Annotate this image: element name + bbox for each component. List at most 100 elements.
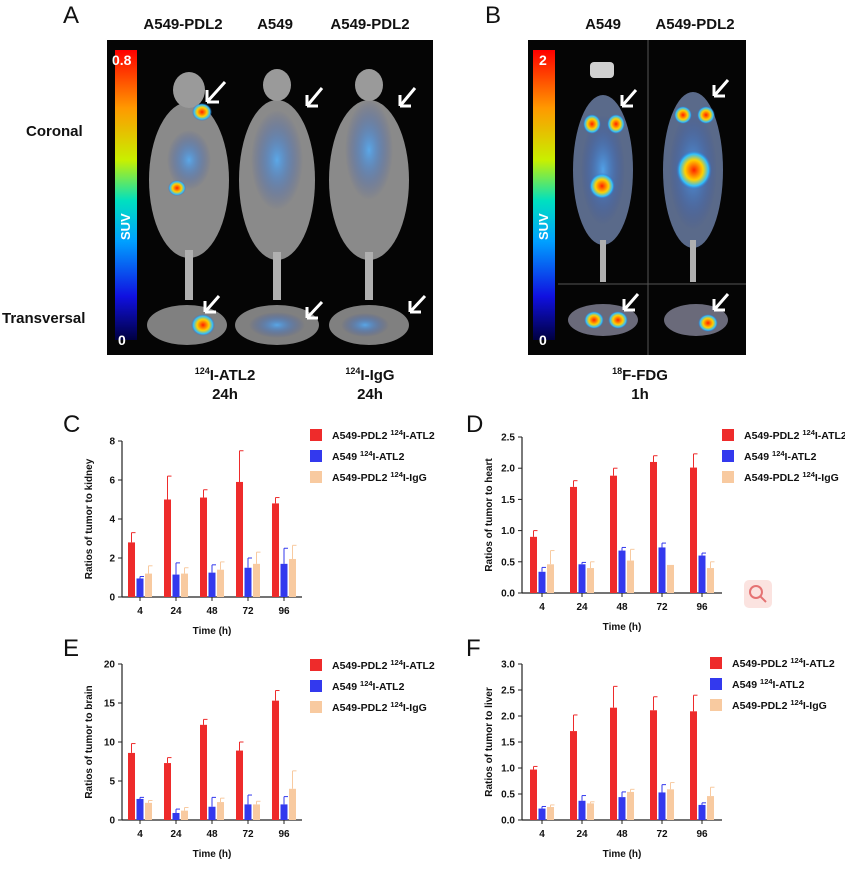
bar <box>236 750 243 820</box>
bar <box>667 564 674 593</box>
legend-label: A549 124I-ATL2 <box>332 679 405 693</box>
bar <box>244 567 252 597</box>
bar <box>570 731 577 820</box>
bar <box>547 564 554 593</box>
bar <box>667 789 674 820</box>
panel-a-letter: A <box>63 2 80 29</box>
bar <box>289 558 296 597</box>
panel-b-tracer: 18F-FDG 1h <box>612 366 668 403</box>
panel-a-tracer-1: 124I-ATL2 24h <box>194 366 256 403</box>
bar <box>690 467 697 593</box>
panel-a-scale-min: 0 <box>118 332 126 348</box>
legend-label: A549-PDL2 124I-ATL2 <box>332 428 435 442</box>
bar <box>181 810 188 820</box>
bar <box>530 769 537 820</box>
bar <box>618 550 626 593</box>
x-axis-title: Time (h) <box>603 849 642 860</box>
legend-swatch <box>710 678 722 690</box>
bar <box>707 568 714 593</box>
bar <box>690 711 697 820</box>
y-tick-label: 0.0 <box>501 816 515 827</box>
x-axis-title: Time (h) <box>603 622 642 633</box>
legend-swatch <box>722 471 734 483</box>
bar <box>570 486 577 593</box>
bar <box>244 804 252 820</box>
legend-label: A549 124I-ATL2 <box>332 449 405 463</box>
y-tick-label: 0 <box>109 816 115 827</box>
row-label-transversal: Transversal <box>2 310 86 327</box>
y-axis-title: Ratios of tumor to brain <box>84 685 95 798</box>
zoom-search-button[interactable] <box>744 580 772 608</box>
bar <box>658 547 666 593</box>
x-tick-label: 96 <box>696 829 708 840</box>
x-tick-label: 72 <box>242 829 254 840</box>
panel-b-scale-min: 0 <box>539 332 547 348</box>
bar <box>136 798 144 820</box>
y-tick-label: 0.5 <box>501 790 515 801</box>
y-tick-label: 2.0 <box>501 712 515 723</box>
x-tick-label: 24 <box>576 829 588 840</box>
legend-swatch <box>310 450 322 462</box>
y-axis-title: Ratios of tumor to heart <box>484 458 495 572</box>
x-tick-label: 72 <box>656 602 668 613</box>
x-tick-label: 4 <box>539 829 545 840</box>
y-tick-label: 1.0 <box>501 526 515 537</box>
legend-swatch <box>722 429 734 441</box>
x-axis-title: Time (h) <box>193 849 232 860</box>
panel-b-col-2: A549-PDL2 <box>655 16 735 33</box>
bar <box>627 560 634 593</box>
row-label-coronal: Coronal <box>26 123 83 140</box>
bar <box>610 475 617 593</box>
legend-swatch <box>310 659 322 671</box>
y-tick-label: 1.5 <box>501 738 515 749</box>
x-tick-label: 4 <box>137 606 143 617</box>
x-tick-label: 24 <box>576 602 588 613</box>
bar <box>587 568 594 593</box>
y-tick-label: 10 <box>104 738 116 749</box>
chart-letter: F <box>466 635 481 662</box>
legend-label: A549-PDL2 124I-IgG <box>332 470 427 484</box>
bar <box>707 796 714 820</box>
x-axis-title: Time (h) <box>193 626 232 637</box>
bar <box>289 788 296 820</box>
y-tick-label: 15 <box>104 699 116 710</box>
bar <box>650 710 657 820</box>
bar <box>650 461 657 593</box>
y-tick-label: 8 <box>109 437 115 448</box>
chart-letter: D <box>466 411 483 438</box>
y-tick-label: 4 <box>109 515 115 526</box>
y-tick-label: 2.5 <box>501 433 515 444</box>
bar <box>547 807 554 820</box>
bar <box>698 555 706 593</box>
bar <box>164 499 171 597</box>
panel-a-pet-image: 0.8 0 SUV <box>107 40 433 355</box>
legend-label: A549-PDL2 124I-IgG <box>744 470 839 484</box>
bar <box>145 573 152 597</box>
bar <box>272 700 279 820</box>
legend-label: A549-PDL2 124I-ATL2 <box>332 658 435 672</box>
y-axis-title: Ratios of tumor to liver <box>484 687 495 797</box>
bar <box>181 573 188 597</box>
legend-label: A549-PDL2 124I-ATL2 <box>732 656 835 670</box>
y-tick-label: 1.0 <box>501 764 515 775</box>
x-tick-label: 48 <box>206 606 218 617</box>
bar <box>172 812 180 820</box>
bar <box>658 792 666 820</box>
x-tick-label: 96 <box>696 602 708 613</box>
bar <box>145 802 152 820</box>
x-tick-label: 96 <box>278 829 290 840</box>
bar <box>627 791 634 820</box>
legend-swatch <box>310 680 322 692</box>
panel-a-col-1: A549-PDL2 <box>143 16 223 33</box>
bar <box>128 542 135 597</box>
x-tick-label: 72 <box>242 606 254 617</box>
chart-letter: C <box>63 411 80 438</box>
y-tick-label: 3.0 <box>501 660 515 671</box>
y-tick-label: 20 <box>104 660 116 671</box>
bar <box>538 571 546 593</box>
bar <box>208 572 216 597</box>
y-tick-label: 5 <box>109 777 115 788</box>
bar <box>253 804 260 820</box>
bar <box>200 724 207 820</box>
